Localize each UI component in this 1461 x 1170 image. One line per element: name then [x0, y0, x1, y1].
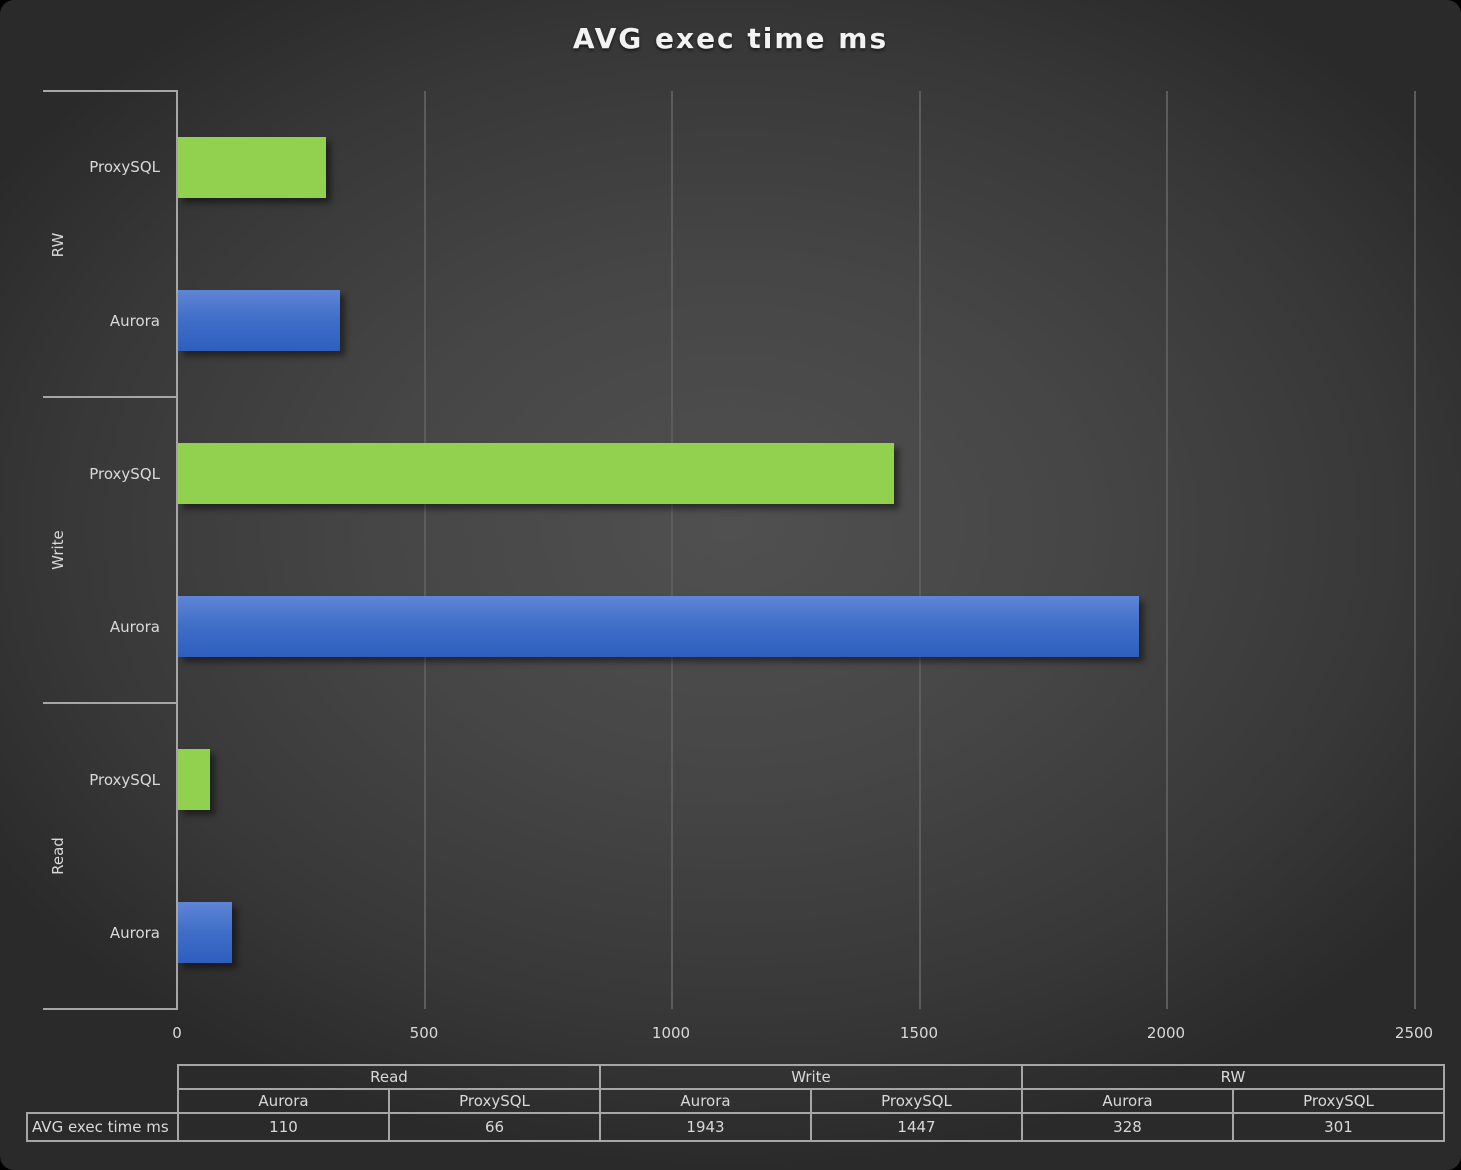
table-corner	[27, 1089, 178, 1113]
bar-read-proxysql	[178, 749, 210, 810]
x-tick-2500: 2500	[1394, 1024, 1434, 1042]
table-cell: 1943	[599, 1112, 812, 1142]
category-label-write-aurora: Aurora	[109, 618, 160, 636]
category-label-rw-proxysql: ProxySQL	[89, 158, 160, 176]
bar-read-aurora	[178, 902, 232, 963]
table-sub-header: Aurora	[599, 1088, 812, 1114]
table-group-header-row: Read Write RW	[27, 1064, 1445, 1090]
gridline-2500	[1414, 91, 1416, 1009]
x-tick-1000: 1000	[651, 1024, 691, 1042]
bar-rw-proxysql	[178, 137, 326, 198]
group-divider-write-read	[43, 702, 177, 704]
group-divider-top	[43, 90, 177, 92]
category-label-read-aurora: Aurora	[109, 924, 160, 942]
bar-write-proxysql	[178, 443, 894, 504]
table-sub-header-row: Aurora ProxySQL Aurora ProxySQL Aurora P…	[27, 1088, 1445, 1114]
bar-write-aurora	[178, 596, 1139, 657]
group-label-read: Read	[49, 837, 67, 875]
table-cell: 301	[1232, 1112, 1445, 1142]
table-cell: 328	[1021, 1112, 1234, 1142]
category-axis-line	[176, 90, 178, 1010]
table-group-write: Write	[599, 1064, 1023, 1090]
data-table: Read Write RW Aurora ProxySQL Aurora Pro…	[26, 1064, 1445, 1142]
table-sub-header: Aurora	[177, 1088, 390, 1114]
table-cell: 110	[177, 1112, 390, 1142]
table-group-rw: RW	[1021, 1064, 1445, 1090]
x-tick-1500: 1500	[899, 1024, 939, 1042]
gridline-500	[424, 91, 426, 1009]
table-sub-header: Aurora	[1021, 1088, 1234, 1114]
table-row: AVG exec time ms 110 66 1943 1447 328 30…	[26, 1112, 1445, 1142]
table-corner	[27, 1065, 178, 1089]
group-label-write: Write	[49, 530, 67, 570]
category-label-write-proxysql: ProxySQL	[89, 465, 160, 483]
x-tick-500: 500	[409, 1024, 439, 1042]
table-cell: 1447	[810, 1112, 1023, 1142]
category-label-rw-aurora: Aurora	[109, 312, 160, 330]
table-sub-header: ProxySQL	[1232, 1088, 1445, 1114]
x-tick-0: 0	[172, 1024, 182, 1042]
category-label-read-proxysql: ProxySQL	[89, 771, 160, 789]
table-sub-header: ProxySQL	[810, 1088, 1023, 1114]
gridline-1500	[919, 91, 921, 1009]
table-row-label: AVG exec time ms	[26, 1112, 179, 1142]
x-tick-2000: 2000	[1146, 1024, 1186, 1042]
table-group-read: Read	[177, 1064, 601, 1090]
chart-title: AVG exec time ms	[572, 22, 889, 55]
group-label-rw: RW	[49, 232, 67, 258]
table-cell: 66	[388, 1112, 601, 1142]
gridline-2000	[1166, 91, 1168, 1009]
group-divider-rw-write	[43, 396, 177, 398]
group-divider-bottom	[43, 1008, 177, 1010]
bar-rw-aurora	[178, 290, 340, 351]
table-sub-header: ProxySQL	[388, 1088, 601, 1114]
gridline-1000	[671, 91, 673, 1009]
